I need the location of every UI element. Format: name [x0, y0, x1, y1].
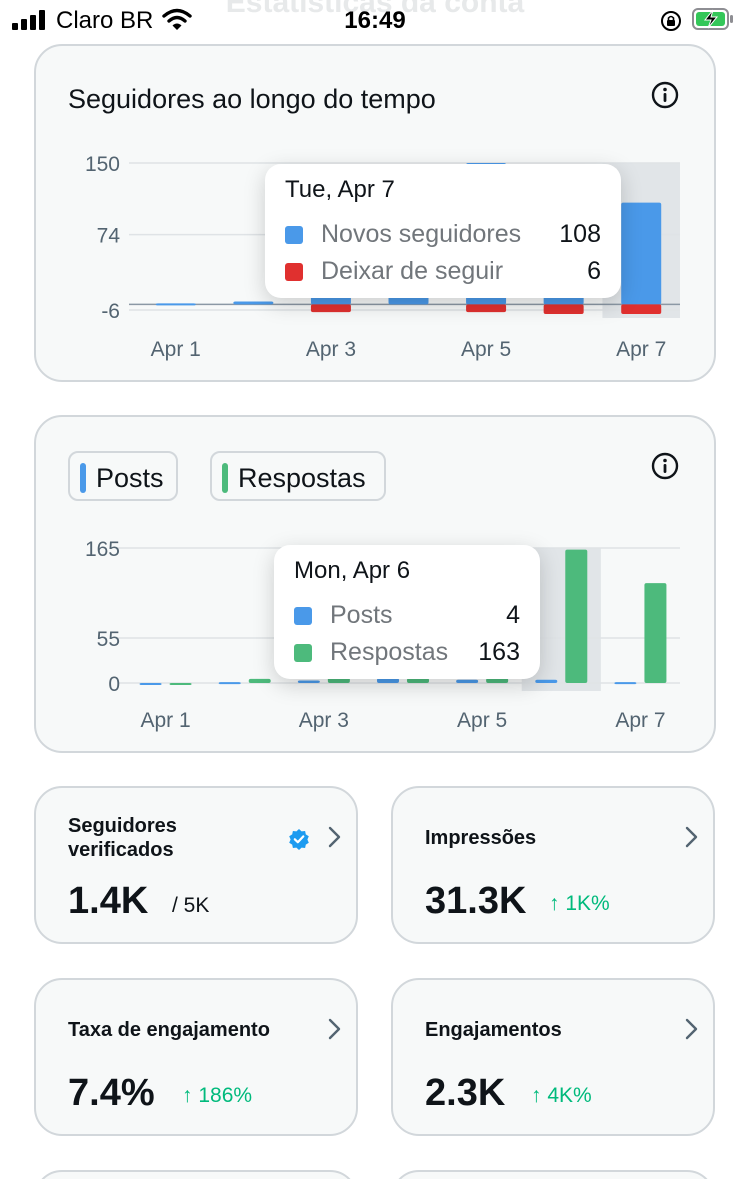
- y-tick-label: -6: [101, 300, 120, 323]
- legend-chip-replies[interactable]: Respostas: [210, 451, 386, 501]
- bar-Deixar de seguir: [543, 304, 584, 314]
- bar-Deixar de seguir: [621, 304, 662, 314]
- battery-charging-icon: [692, 8, 733, 30]
- legend-swatch: [222, 463, 228, 493]
- legend-swatch: [285, 263, 303, 281]
- rotation-lock-icon: [661, 11, 681, 31]
- legend-label: Posts: [96, 463, 164, 493]
- metric-delta: ↑ 4K%: [531, 1084, 592, 1107]
- y-tick-label: 74: [97, 225, 121, 248]
- clock: 16:49: [344, 7, 406, 34]
- y-tick-label: 0: [108, 673, 120, 696]
- x-tick-label: Apr 3: [306, 338, 356, 361]
- x-tick-label: Apr 7: [615, 709, 665, 732]
- chart-tooltip: Tue, Apr 7 Novos seguidores 108 Deixar d…: [265, 164, 621, 298]
- posts-chart-card[interactable]: Posts Respostas 165 55 0 Apr 1 Apr 3 Apr 5 Apr…: [34, 415, 716, 753]
- info-icon[interactable]: [650, 451, 680, 481]
- metric-card-engagement-rate[interactable]: Taxa de engajamento 7.4% ↑ 186%: [34, 978, 358, 1136]
- bar-Respostas: [169, 683, 192, 685]
- bar-Posts: [614, 682, 637, 685]
- x-tick-label: Apr 5: [457, 709, 507, 732]
- tooltip-series-value: 4: [506, 601, 520, 629]
- legend-swatch: [80, 463, 86, 493]
- chevron-right-icon: [685, 1018, 698, 1040]
- bar-Posts: [456, 679, 479, 683]
- bar-Posts: [218, 682, 241, 685]
- metric-card-verified-followers[interactable]: Seguidores verificados 1.4K / 5K: [34, 786, 358, 944]
- status-bar: Estatísticas da conta Claro BR 16:49: [0, 0, 750, 42]
- y-tick-label: 55: [97, 628, 120, 651]
- legend-swatch: [294, 607, 312, 625]
- bar-Respostas: [644, 583, 667, 683]
- x-tick-label: Apr 7: [616, 338, 666, 361]
- metric-value: 2.3K: [425, 1072, 506, 1114]
- bar-Novos seguidores: [621, 202, 662, 305]
- metric-card-partial[interactable]: [391, 1170, 715, 1179]
- wifi-icon: [162, 8, 192, 30]
- tooltip-series-name: Deixar de seguir: [321, 257, 504, 285]
- metric-card-partial[interactable]: [34, 1170, 358, 1179]
- legend-label: Respostas: [238, 463, 366, 493]
- legend-swatch: [285, 226, 303, 244]
- bar-Respostas: [248, 678, 271, 683]
- verified-badge-icon: [289, 829, 309, 850]
- chart-tooltip: Mon, Apr 6 Posts 4 Respostas 163: [274, 545, 540, 679]
- bar-Deixar de seguir: [310, 304, 351, 313]
- chevron-right-icon: [328, 1018, 341, 1040]
- chevron-right-icon: [328, 826, 341, 848]
- page-title-behind: Estatísticas da conta: [225, 0, 525, 19]
- card-title: Seguidores ao longo do tempo: [68, 84, 436, 114]
- bar-Respostas: [486, 678, 509, 683]
- tooltip-series-value: 108: [559, 220, 601, 248]
- tooltip-row: Respostas 163: [294, 638, 520, 668]
- legend-swatch: [294, 644, 312, 662]
- bar-Posts: [535, 679, 558, 683]
- y-tick-label: 165: [85, 538, 120, 561]
- tooltip-series-name: Respostas: [330, 638, 449, 666]
- metric-label: Seguidores verificados: [68, 815, 177, 861]
- x-tick-label: Apr 1: [140, 709, 190, 732]
- bar-Respostas: [407, 678, 429, 683]
- followers-chart-card[interactable]: Seguidores ao longo do tempo 150 74 -6 Apr …: [34, 44, 716, 382]
- metric-delta: ↑ 1K%: [549, 892, 610, 915]
- tooltip-row: Novos seguidores 108: [285, 220, 601, 250]
- metric-value: 7.4%: [68, 1072, 155, 1114]
- metric-value: 1.4K: [68, 880, 149, 922]
- metric-label: Taxa de engajamento: [68, 1019, 270, 1041]
- x-tick-label: Apr 1: [151, 338, 201, 361]
- info-icon[interactable]: [650, 80, 680, 110]
- bar-Posts: [297, 680, 320, 683]
- bar-Deixar de seguir: [466, 304, 507, 313]
- metric-card-impressions[interactable]: Impressões 31.3K ↑ 1K%: [391, 786, 715, 944]
- x-tick-label: Apr 5: [461, 338, 511, 361]
- bar-Novos seguidores: [155, 303, 196, 306]
- tooltip-series-value: 163: [478, 638, 520, 666]
- metric-card-engagements[interactable]: Engajamentos 2.3K ↑ 4K%: [391, 978, 715, 1136]
- metric-delta: ↑ 186%: [182, 1084, 253, 1107]
- carrier-name: Claro BR: [56, 7, 154, 34]
- tooltip-row: Deixar de seguir 6: [285, 257, 601, 287]
- metric-label: Engajamentos: [425, 1019, 562, 1041]
- bar-Novos seguidores: [233, 301, 274, 305]
- chevron-right-icon: [685, 826, 698, 848]
- tooltip-series-value: 6: [587, 257, 601, 285]
- y-tick-label: 150: [85, 153, 120, 176]
- tooltip-date: Tue, Apr 7: [285, 176, 395, 203]
- bar-Posts: [377, 678, 399, 683]
- legend-chip-posts[interactable]: Posts: [68, 451, 178, 501]
- metric-label: Impressões: [425, 827, 537, 849]
- bar-Respostas: [565, 549, 588, 683]
- cell-signal-icon: [12, 10, 48, 30]
- metric-limit: / 5K: [172, 894, 210, 917]
- tooltip-series-name: Novos seguidores: [321, 220, 522, 248]
- tooltip-date: Mon, Apr 6: [294, 557, 411, 584]
- x-tick-label: Apr 3: [299, 709, 349, 732]
- tooltip-row: Posts 4: [294, 601, 520, 631]
- tooltip-series-name: Posts: [330, 601, 393, 629]
- bar-Posts: [139, 683, 162, 685]
- metric-value: 31.3K: [425, 880, 527, 922]
